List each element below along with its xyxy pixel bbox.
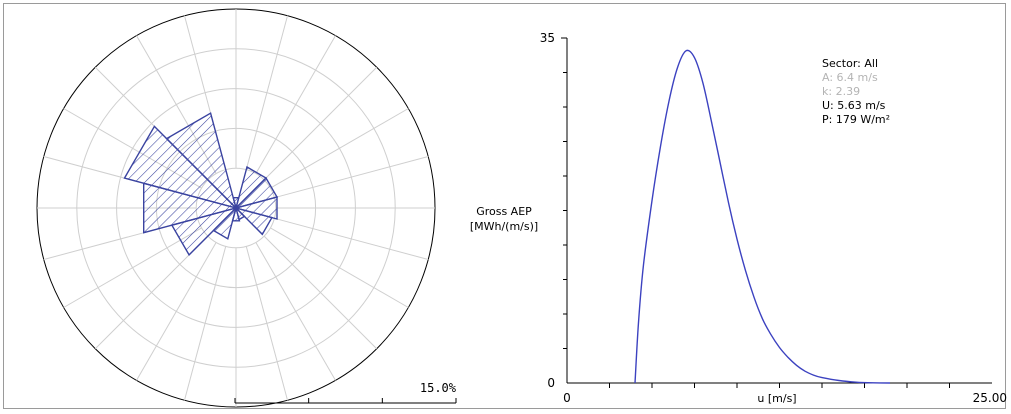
spoke <box>136 242 217 381</box>
sector-330 <box>165 112 238 211</box>
stat-sector: Sector: All <box>822 57 878 70</box>
x-tick-label-max: 25.00 <box>973 391 1007 405</box>
x-tick-label-min: 0 <box>563 391 571 405</box>
spoke <box>245 15 288 170</box>
stat-weibull-k: k: 2.39 <box>822 85 860 98</box>
aep-axis-ticks <box>561 37 950 388</box>
y-tick-label-max: 35 <box>540 31 555 45</box>
stat-mean-speed: U: 5.63 m/s <box>822 99 886 112</box>
sector-120 <box>233 206 273 236</box>
spoke <box>263 235 378 350</box>
spoke <box>270 108 409 189</box>
wind-rose-grid <box>36 8 436 408</box>
spoke <box>245 246 288 401</box>
spoke <box>274 156 429 199</box>
y-axis-title-line1: Gross AEP <box>476 205 532 218</box>
spoke <box>63 227 202 308</box>
x-axis-title: u [m/s] <box>757 392 796 405</box>
spoke <box>184 246 227 401</box>
spoke <box>274 217 429 260</box>
scale-bar-ticks <box>234 398 457 403</box>
y-axis-title-line2: [MWh/(m/s)] <box>470 220 538 233</box>
y-tick-label-min: 0 <box>547 376 555 390</box>
spoke <box>255 242 336 381</box>
aep-series-line <box>634 49 891 384</box>
scale-label: 15.0% <box>420 381 457 395</box>
stats-legend: Sector: All A: 6.4 m/s k: 2.39 U: 5.63 m… <box>822 57 890 126</box>
panel-border <box>3 3 1006 409</box>
aep-axes <box>566 38 992 384</box>
spoke <box>263 66 378 181</box>
spoke <box>255 35 336 174</box>
wind-rose-sectors <box>123 112 279 257</box>
stat-weibull-a: A: 6.4 m/s <box>822 71 878 84</box>
stat-power-density: P: 179 W/m² <box>822 113 890 126</box>
spoke <box>270 227 409 308</box>
